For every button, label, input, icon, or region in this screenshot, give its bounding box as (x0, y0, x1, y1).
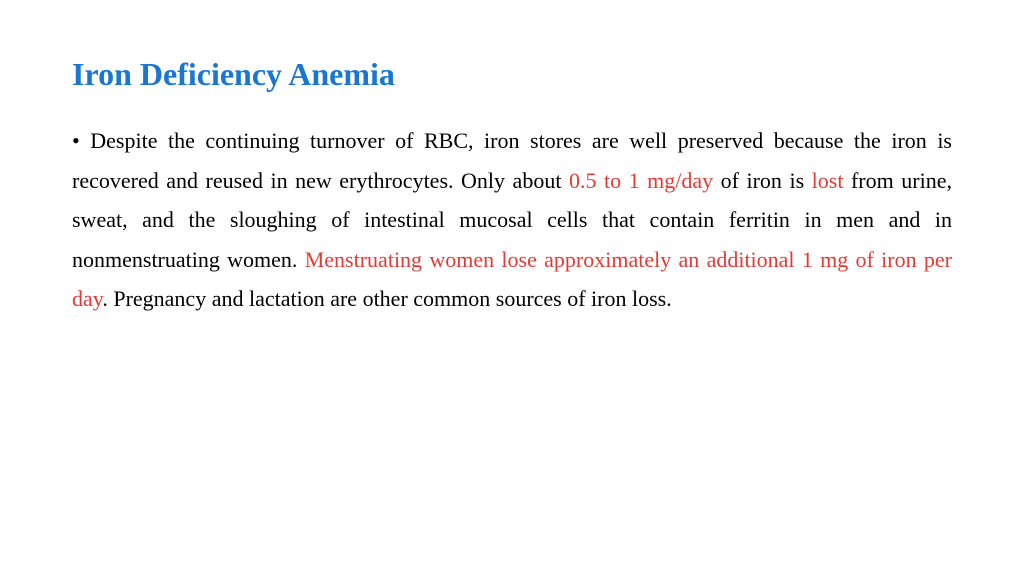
text-segment-4: . Pregnancy and lactation are other comm… (102, 286, 671, 311)
highlight-dosage: 0.5 to 1 mg/day (569, 168, 713, 193)
body-paragraph: • Despite the continuing turnover of RBC… (72, 121, 952, 319)
highlight-lost: lost (812, 168, 844, 193)
text-segment-2: of iron is (713, 168, 812, 193)
page-title: Iron Deficiency Anemia (72, 56, 952, 93)
bullet-marker: • (72, 128, 90, 153)
